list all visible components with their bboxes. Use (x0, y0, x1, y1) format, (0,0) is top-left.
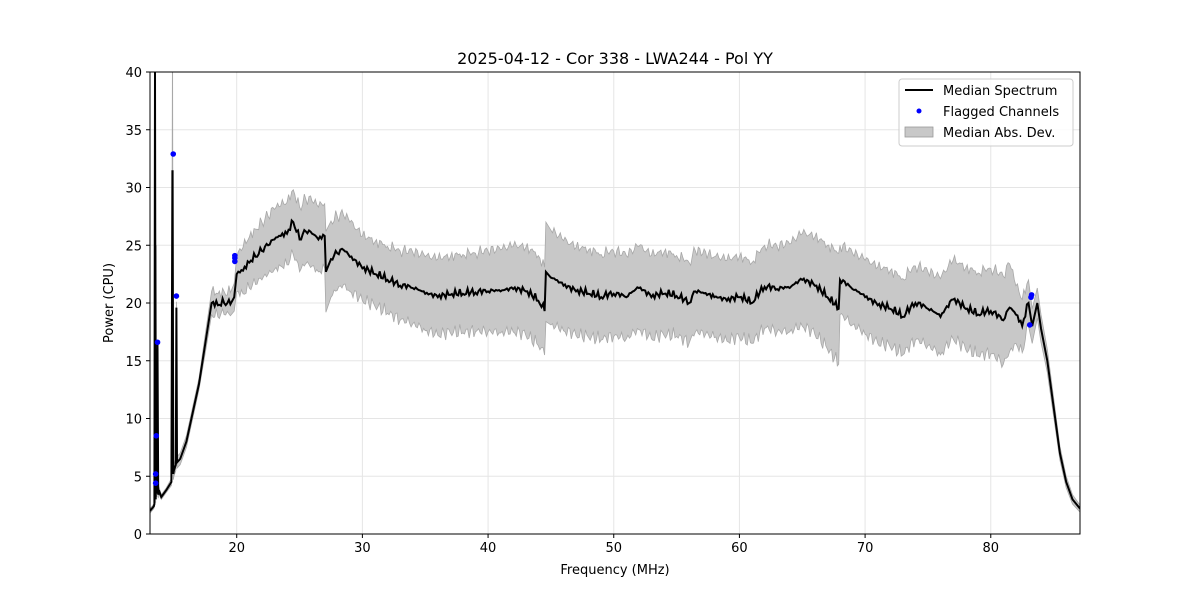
y-tick-label: 5 (134, 470, 142, 485)
x-axis-label: Frequency (MHz) (560, 563, 669, 578)
flagged-channel-point (152, 471, 159, 477)
flagged-channel-point (153, 433, 160, 439)
flagged-channel-point (154, 339, 161, 346)
flagged-channel-point (1026, 322, 1033, 328)
x-tick-label: 60 (731, 541, 748, 556)
legend-mad-label: Median Abs. Dev. (943, 126, 1055, 141)
mad-band-layer (150, 72, 1080, 514)
x-ticks: 20 30 40 50 60 70 80 (228, 534, 999, 556)
y-tick-label: 40 (125, 66, 142, 81)
y-tick-label: 15 (125, 355, 142, 370)
chart-title: 2025-04-12 - Cor 338 - LWA244 - Pol YY (457, 49, 773, 68)
x-tick-label: 70 (857, 541, 874, 556)
y-axis-label: Power (CPU) (102, 263, 117, 343)
legend-mad-swatch (904, 126, 934, 138)
y-tick-label: 10 (125, 413, 142, 428)
flagged-channel-point (1028, 292, 1035, 298)
legend-flagged-swatch (916, 108, 922, 114)
y-tick-label: 0 (134, 528, 142, 543)
flagged-channel-point (170, 151, 177, 157)
y-tick-label: 35 (125, 124, 142, 139)
y-tick-label: 25 (125, 239, 142, 254)
legend-median-label: Median Spectrum (943, 84, 1057, 99)
median-line-layer (150, 72, 1080, 512)
flagged-points-layer (152, 151, 1035, 486)
y-tick-label: 20 (125, 297, 142, 312)
flagged-channel-point (232, 252, 238, 259)
mad-band (150, 72, 1080, 514)
x-tick-label: 20 (228, 541, 245, 556)
legend-box (898, 78, 1074, 147)
flagged-channel-point (152, 480, 159, 486)
legend-flagged-label: Flagged Channels (943, 105, 1059, 120)
median-spectrum-line (150, 72, 1080, 512)
x-tick-label: 80 (982, 541, 999, 556)
x-tick-label: 40 (480, 541, 497, 556)
y-ticks: 0 5 10 15 20 25 30 35 40 (125, 66, 150, 543)
flagged-channel-point (173, 293, 180, 299)
y-tick-label: 30 (125, 182, 142, 197)
x-tick-label: 50 (605, 541, 622, 556)
x-tick-label: 30 (354, 541, 371, 556)
legend: Median Spectrum Flagged Channels Median … (898, 78, 1074, 147)
